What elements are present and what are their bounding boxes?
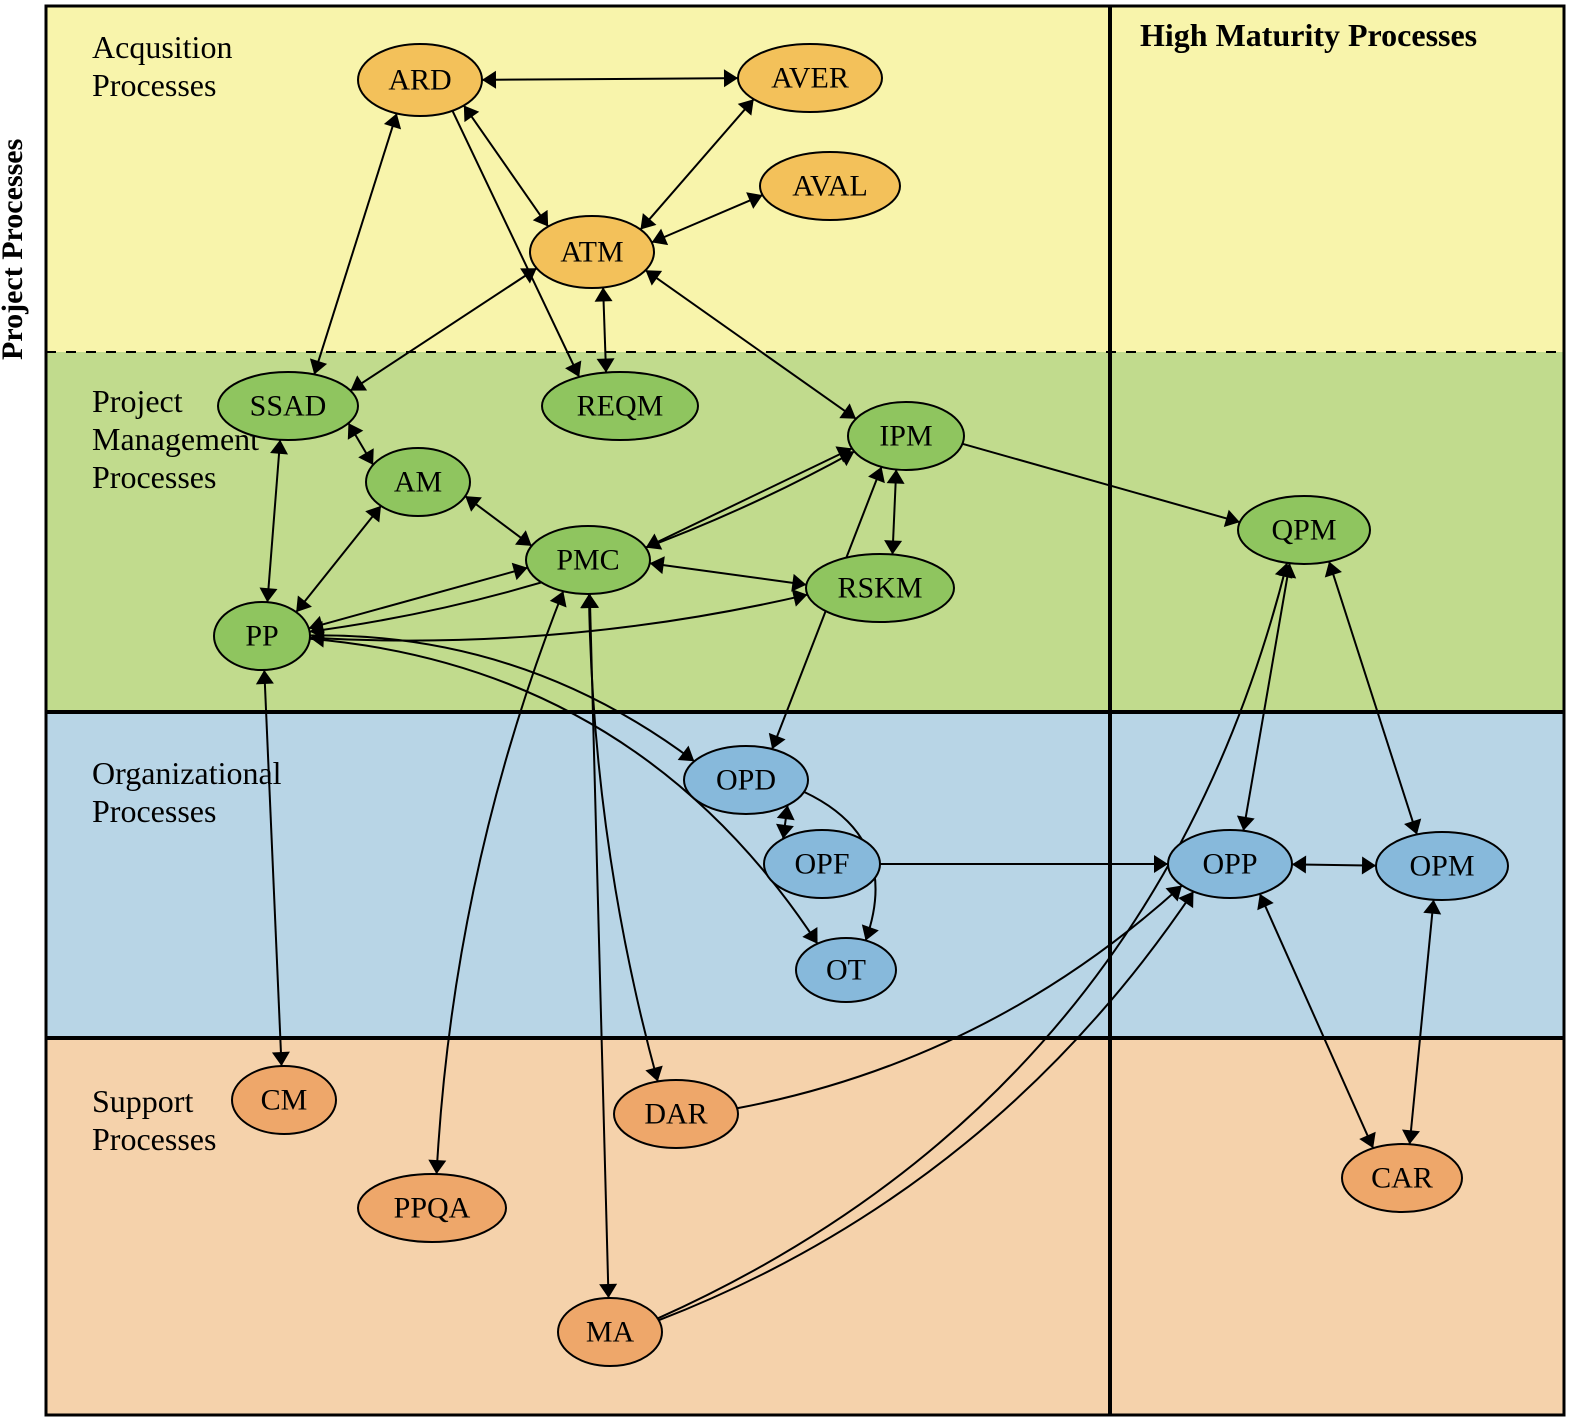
- node-label-CAR: CAR: [1371, 1162, 1433, 1195]
- node-label-OPD: OPD: [716, 764, 776, 797]
- node-PMC: PMC: [526, 526, 650, 594]
- node-label-CM: CM: [261, 1084, 308, 1117]
- node-OPP: OPP: [1168, 830, 1292, 898]
- node-label-AVER: AVER: [771, 62, 849, 95]
- node-DAR: DAR: [614, 1080, 738, 1148]
- node-label-ATM: ATM: [560, 236, 623, 269]
- node-label-OPP: OPP: [1202, 848, 1257, 881]
- node-QPM: QPM: [1238, 496, 1370, 564]
- node-AM: AM: [366, 448, 470, 516]
- node-label-QPM: QPM: [1271, 514, 1336, 547]
- side-label-project-processes: Project Processes: [0, 139, 29, 360]
- node-PPQA: PPQA: [358, 1174, 506, 1242]
- header-high-maturity: High Maturity Processes: [1140, 17, 1477, 53]
- node-RSKM: RSKM: [806, 554, 954, 622]
- node-MA: MA: [558, 1298, 662, 1366]
- node-label-OPM: OPM: [1409, 850, 1474, 883]
- node-PP: PP: [214, 602, 310, 670]
- node-label-AVAL: AVAL: [792, 170, 868, 203]
- node-REQM: REQM: [542, 372, 698, 440]
- node-label-PP: PP: [245, 620, 278, 653]
- node-ATM: ATM: [530, 216, 654, 288]
- process-diagram: AcqusitionProcessesProjectManagementProc…: [0, 0, 1569, 1420]
- node-CAR: CAR: [1342, 1144, 1462, 1212]
- node-OPF: OPF: [764, 830, 880, 898]
- node-AVER: AVER: [738, 44, 882, 112]
- node-label-PPQA: PPQA: [394, 1192, 471, 1225]
- node-label-IPM: IPM: [879, 420, 932, 453]
- node-label-REQM: REQM: [577, 390, 664, 423]
- node-CM: CM: [232, 1066, 336, 1134]
- node-IPM: IPM: [848, 402, 964, 470]
- node-label-OPF: OPF: [794, 848, 849, 881]
- node-label-RSKM: RSKM: [837, 572, 922, 605]
- node-OPD: OPD: [684, 746, 808, 814]
- node-label-ARD: ARD: [388, 64, 451, 97]
- node-OT: OT: [796, 938, 896, 1002]
- node-label-MA: MA: [586, 1316, 635, 1349]
- node-AVAL: AVAL: [760, 152, 900, 220]
- node-label-OT: OT: [826, 954, 866, 987]
- node-label-DAR: DAR: [644, 1098, 707, 1131]
- node-SSAD: SSAD: [218, 372, 358, 440]
- node-ARD: ARD: [358, 44, 482, 116]
- node-label-SSAD: SSAD: [250, 390, 327, 423]
- node-OPM: OPM: [1376, 832, 1508, 900]
- node-label-PMC: PMC: [556, 544, 619, 577]
- node-label-AM: AM: [394, 466, 442, 499]
